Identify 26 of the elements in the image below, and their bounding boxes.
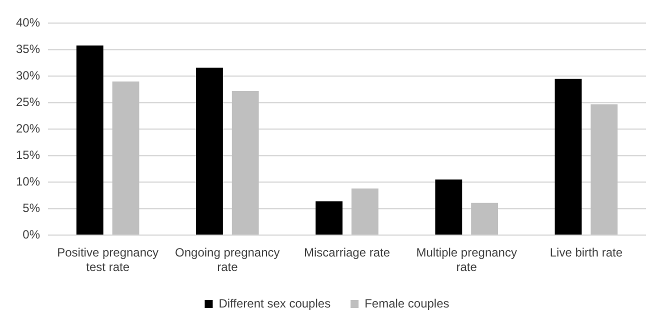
bar (554, 78, 582, 235)
bar (435, 180, 462, 235)
legend-label: Female couples (364, 296, 450, 310)
bar (76, 45, 104, 235)
bar (316, 201, 343, 235)
y-tick-label: 40% (16, 16, 40, 30)
y-tick-label: 25% (16, 95, 40, 110)
x-tick-label: Miscarriage rate (304, 246, 390, 260)
x-tick-label: Positive pregnancy test rate (57, 246, 159, 274)
y-tick-label: 20% (16, 122, 40, 136)
y-tick-label: 35% (16, 42, 40, 56)
bar (471, 202, 498, 235)
bar (351, 188, 378, 235)
bar (232, 91, 259, 235)
x-tick-label: Multiple pregnancy rate (416, 246, 517, 274)
bar (196, 68, 223, 235)
y-tick-label: 15% (16, 148, 40, 162)
y-tick-label: 5% (22, 201, 40, 216)
bar (112, 82, 140, 235)
x-tick-label: Ongoing pregnancy rate (175, 246, 280, 274)
legend-label: Different sex couples (218, 296, 331, 310)
bar (590, 104, 618, 235)
x-tick-label: Live birth rate (550, 246, 623, 260)
y-tick-label: 10% (16, 174, 40, 189)
y-tick-label: 30% (16, 68, 40, 83)
y-tick-label: 0% (22, 228, 40, 242)
